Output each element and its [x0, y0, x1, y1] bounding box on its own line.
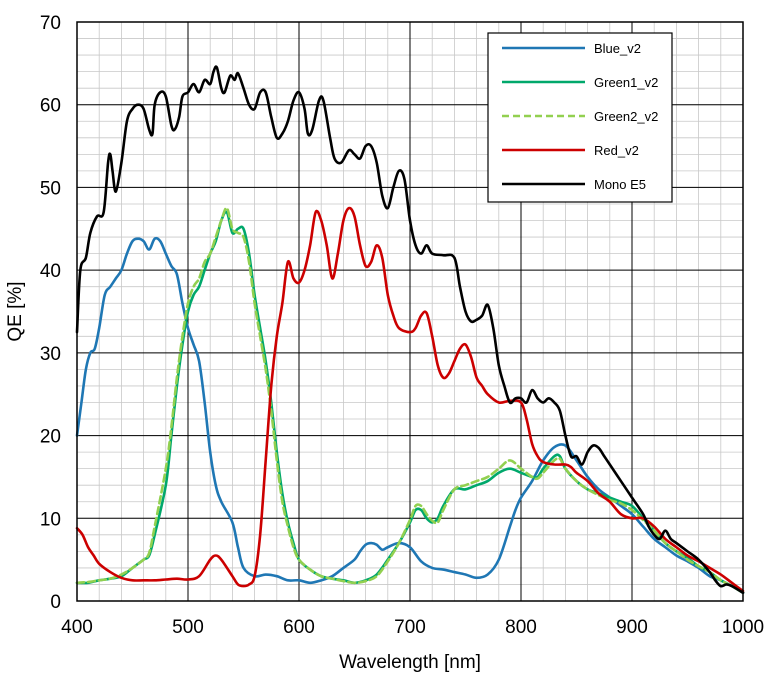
legend-box: [487, 32, 673, 203]
plot-frame: [76, 21, 744, 602]
x-tick-label: 500: [172, 617, 204, 638]
y-axis-label: QE [%]: [5, 281, 26, 341]
x-axis-label: Wavelength [nm]: [339, 652, 481, 673]
y-tick-label: 70: [40, 13, 61, 34]
legend-label-red-v2: Red_v2: [594, 143, 639, 158]
legend-label-green2-v2: Green2_v2: [594, 109, 658, 124]
x-tick-labels: 400 500 600 700 800 900 1000: [61, 617, 764, 638]
x-tick-label: 700: [394, 617, 426, 638]
series-lines: [75, 65, 745, 595]
y-tick-labels: 0 10 20 30 40 50 60 70: [40, 13, 61, 613]
x-tick-label: 900: [616, 617, 648, 638]
x-tick-label: 800: [505, 617, 537, 638]
legend-label-blue-v2: Blue_v2: [594, 41, 641, 56]
series-line-blue-v2: [75, 236, 745, 595]
y-tick-label: 50: [40, 178, 61, 199]
series-line-mono-e5: [75, 65, 745, 595]
y-tick-label: 10: [40, 509, 61, 530]
y-tick-label: 60: [40, 96, 61, 117]
y-tick-label: 40: [40, 261, 61, 282]
y-tick-label: 30: [40, 344, 61, 365]
y-tick-label: 0: [50, 592, 61, 613]
legend-label-mono-e5: Mono E5: [594, 177, 646, 192]
y-tick-label: 20: [40, 427, 61, 448]
x-tick-label: 1000: [722, 617, 764, 638]
x-tick-label: 400: [61, 617, 93, 638]
legend-label-green1-v2: Green1_v2: [594, 75, 658, 90]
x-tick-label: 600: [283, 617, 315, 638]
legend: Blue_v2 Green1_v2 Green2_v2 Red_v2 Mono E5: [487, 32, 673, 203]
series-line-red-v2: [75, 206, 745, 593]
